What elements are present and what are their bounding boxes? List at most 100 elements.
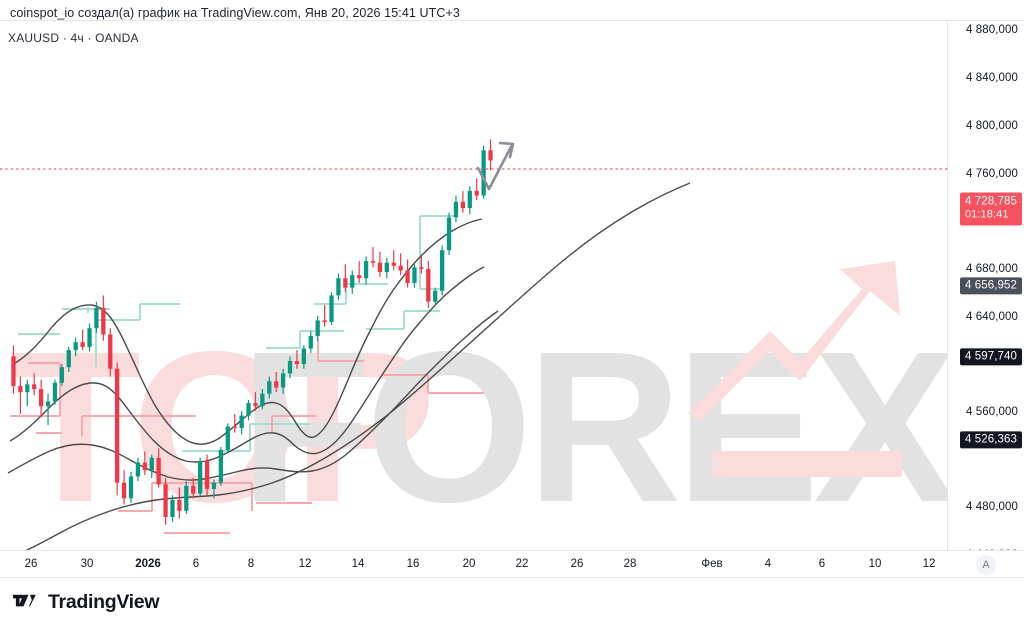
candle-body: [426, 268, 431, 302]
candle-body: [142, 462, 147, 471]
candle-body: [336, 278, 341, 296]
candle-body: [363, 261, 369, 279]
candle-body: [322, 320, 327, 322]
candle-body: [267, 381, 272, 394]
candle-body: [412, 267, 417, 283]
ma-slowest-line: [25, 182, 691, 550]
candle-body: [260, 393, 265, 407]
candle-body: [280, 373, 286, 388]
candle-body: [32, 384, 37, 390]
candle-body: [25, 384, 30, 393]
candle-body: [315, 320, 320, 336]
candle-body: [433, 290, 438, 302]
ma-slow-line: [7, 310, 499, 481]
price-tick: 4 480,000: [965, 501, 1018, 513]
candle-body: [170, 499, 175, 518]
candle-body: [232, 426, 237, 429]
time-tick: 6: [192, 558, 200, 570]
candle-body: [191, 485, 196, 494]
candle-body: [197, 460, 203, 494]
candle-body: [52, 382, 58, 402]
time-tick: 10: [868, 558, 882, 570]
candle-body: [239, 415, 244, 429]
price-tick: 4 560,000: [965, 406, 1018, 418]
time-tick: 12: [298, 558, 312, 570]
candle-body: [405, 270, 410, 283]
candle-body: [38, 389, 44, 407]
candle-body: [128, 476, 134, 499]
time-tick: Фев: [701, 558, 723, 570]
projection-arrow-annotation: [476, 141, 515, 191]
candle-body: [446, 217, 452, 251]
current-price-badge[interactable]: 4 728,785 01:18:41: [959, 192, 1022, 226]
time-tick: 8: [247, 558, 255, 570]
footer-bar: TradingView: [0, 578, 1024, 626]
candle-body: [253, 403, 258, 407]
attribution-text: coinspot_io создал(а) график на TradingV…: [10, 6, 460, 20]
time-tick: 6: [818, 558, 826, 570]
candle-body: [101, 307, 106, 335]
time-tick: 12: [922, 558, 936, 570]
tradingview-wordmark: TradingView: [48, 590, 160, 613]
candle-body: [488, 150, 493, 161]
tradingview-logo: TradingView: [13, 590, 160, 614]
candle-body: [156, 457, 161, 485]
symbol-legend[interactable]: XAUUSD · 4ч · OANDA: [8, 31, 139, 45]
time-tick: 20: [462, 558, 476, 570]
time-tick: 30: [80, 558, 94, 570]
candle-body: [343, 278, 348, 288]
bar-countdown: 01:18:41: [964, 208, 1009, 221]
candle-body: [274, 381, 279, 388]
candle-body: [45, 401, 51, 407]
candle-body: [218, 449, 224, 483]
candle-body: [453, 201, 459, 218]
candle-body: [301, 348, 307, 365]
price-tick: 4 760,000: [965, 168, 1018, 180]
axis-corner: A: [948, 550, 1024, 577]
ma-medium-line: [9, 266, 485, 463]
candle-body: [211, 482, 217, 489]
time-axis[interactable]: 26 30 2026 6 8 12 14 16 20 22 26 28 Фев 4 6 10 12: [0, 550, 948, 577]
candle-body: [474, 190, 479, 196]
time-tick: 22: [515, 558, 529, 570]
candle-body: [11, 356, 16, 386]
candle-body: [80, 342, 85, 347]
candle-body: [398, 265, 403, 271]
price-axis[interactable]: 4 880,000 4 840,000 4 800,000 4 760,000 4 68…: [948, 21, 1024, 577]
chart-pane[interactable]: TOP FOREX.COM: [0, 21, 948, 550]
auto-scale-button[interactable]: A: [976, 555, 996, 575]
time-tick: 28: [623, 558, 637, 570]
candle-body: [184, 485, 189, 511]
price-tick: 4 800,000: [965, 120, 1018, 132]
candle-body: [391, 262, 396, 266]
candle-body: [59, 367, 65, 383]
candle-body: [204, 460, 210, 489]
current-price-value: 4 728,785: [964, 195, 1017, 208]
candle-body: [121, 482, 127, 499]
ma-value-badge: 4 526,363: [959, 431, 1022, 449]
price-tick: 4 880,000: [965, 24, 1018, 36]
candle-body: [94, 307, 99, 329]
candle-body: [377, 262, 383, 273]
time-tick: 26: [24, 558, 38, 570]
candle-body: [439, 250, 445, 291]
candle-body: [287, 360, 293, 374]
candle-body: [481, 150, 486, 196]
pane-separator: [947, 21, 948, 550]
level-lines: [10, 215, 484, 534]
price-tick: 4 680,000: [965, 263, 1018, 275]
candle-body: [135, 462, 141, 477]
candle-body: [460, 201, 466, 209]
ma-fast-line: [11, 218, 483, 445]
candle-body: [419, 267, 424, 269]
candle-body: [87, 328, 92, 347]
time-tick: 2026: [135, 558, 161, 570]
tradingview-mark-icon: [13, 594, 36, 607]
candle-body: [108, 334, 113, 369]
ma-value-badge: 4 656,952: [959, 277, 1022, 295]
chart-frame: TOP FOREX.COM: [0, 20, 1024, 578]
candle-body: [149, 457, 154, 471]
moving-average-lines: [7, 182, 691, 550]
time-tick: 14: [351, 558, 365, 570]
